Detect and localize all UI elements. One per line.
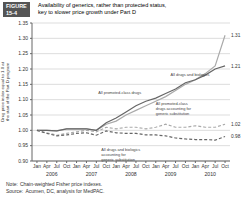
svg-text:All promoted-classdrugs accoun: All promoted-classdrugs accounting forge…	[156, 101, 192, 115]
svg-text:Oct: Oct	[221, 164, 229, 169]
svg-text:0.90: 0.90	[18, 158, 28, 164]
svg-text:0.95: 0.95	[18, 142, 28, 148]
svg-text:Jan: Jan	[33, 164, 41, 169]
svg-text:1.35: 1.35	[18, 20, 28, 26]
html-text:Note: Chain-weighted Fisher pr: Note: Chain-weighted Fisher price indexe…	[6, 181, 103, 187]
svg-text:Oct: Oct	[182, 164, 190, 169]
svg-text:Oct: Oct	[142, 164, 150, 169]
svg-text:Jan: Jan	[191, 164, 199, 169]
svg-text:Apr: Apr	[83, 164, 91, 169]
svg-text:Jan: Jan	[112, 164, 120, 169]
svg-text:2006: 2006	[46, 171, 58, 177]
svg-text:1.21: 1.21	[231, 64, 241, 69]
svg-text:1.30: 1.30	[18, 35, 28, 41]
svg-text:Oct: Oct	[63, 164, 71, 169]
svg-text:1.25: 1.25	[18, 50, 28, 56]
svg-text:2007: 2007	[86, 171, 98, 177]
svg-text:Jul: Jul	[172, 164, 178, 169]
html-text:Source: Acumen, DC, analysis f: Source: Acumen, DC, analysis for MedPAC.	[6, 188, 105, 194]
html-text:15-4: 15-4	[6, 9, 17, 16]
svg-text:1.20: 1.20	[18, 66, 28, 72]
svg-text:Apr: Apr	[202, 164, 210, 169]
svg-text:All promoted-class drugs: All promoted-class drugs	[98, 90, 141, 95]
svg-text:Apr: Apr	[122, 164, 130, 169]
html-text:Availability of generics, rath: Availability of generics, rather than pr…	[38, 2, 167, 8]
svg-text:1.15: 1.15	[18, 81, 28, 87]
svg-text:Jul: Jul	[54, 164, 60, 169]
svg-text:Jul: Jul	[212, 164, 218, 169]
svg-text:Oct: Oct	[103, 164, 111, 169]
svg-text:0.98: 0.98	[231, 134, 241, 139]
svg-text:Drug price index equal to 1.0: Drug price index equal to 1.0 atthe star…	[8, 61, 10, 122]
svg-text:1.05: 1.05	[18, 112, 28, 118]
svg-text:2009: 2009	[165, 171, 177, 177]
svg-text:1.10: 1.10	[18, 96, 28, 102]
svg-text:1.31: 1.31	[231, 33, 241, 38]
svg-text:2008: 2008	[125, 171, 137, 177]
svg-text:Jan: Jan	[73, 164, 81, 169]
html-text:key to slower price growth und: key to slower price growth under Part D	[38, 9, 136, 15]
svg-text:Jan: Jan	[152, 164, 160, 169]
svg-text:Jul: Jul	[93, 164, 99, 169]
svg-text:1.00: 1.00	[18, 127, 28, 133]
svg-text:Apr: Apr	[162, 164, 170, 169]
svg-text:Jul: Jul	[133, 164, 139, 169]
svg-text:Apr: Apr	[43, 164, 51, 169]
svg-text:All drugs and biologicsaccount: All drugs and biologicsaccounting forgen…	[101, 147, 140, 161]
svg-text:All drugs and biologics: All drugs and biologics	[171, 72, 210, 77]
svg-text:2010: 2010	[204, 171, 216, 177]
html-text:FIGURE: FIGURE	[6, 3, 27, 9]
html-text:Drug price index equal to 1.0: Drug price index equal to 1.0 at	[0, 62, 5, 122]
svg-text:1.02: 1.02	[231, 122, 241, 127]
